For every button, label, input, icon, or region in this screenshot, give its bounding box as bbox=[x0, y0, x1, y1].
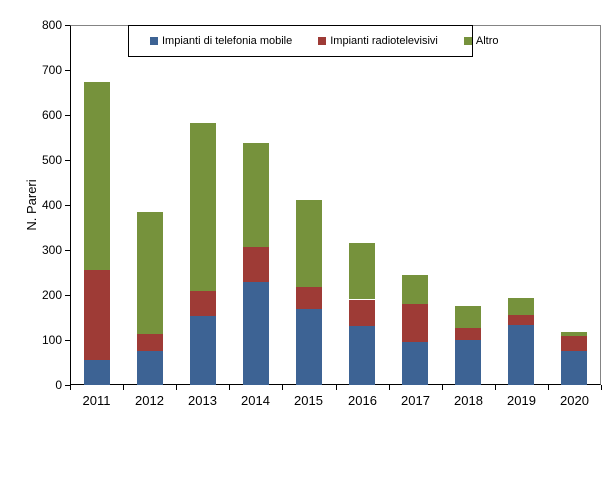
x-axis-tick-mark bbox=[282, 385, 283, 390]
bar-segment-2014-1 bbox=[243, 247, 269, 282]
x-axis-label-2015: 2015 bbox=[294, 393, 323, 408]
x-axis-tick-mark bbox=[123, 385, 124, 390]
bar-segment-2014-0 bbox=[243, 282, 269, 385]
legend-item-1: Impianti radiotelevisivi bbox=[318, 35, 438, 47]
legend-label: Impianti radiotelevisivi bbox=[330, 35, 438, 47]
y-axis-tick-label: 400 bbox=[41, 198, 62, 212]
x-axis-label-2018: 2018 bbox=[454, 393, 483, 408]
y-axis-tick-mark bbox=[65, 70, 70, 71]
y-axis-tick-label: 600 bbox=[41, 108, 62, 122]
bar-segment-2011-2 bbox=[84, 82, 110, 270]
x-axis-tick-mark bbox=[176, 385, 177, 390]
y-axis-tick-mark bbox=[65, 25, 70, 26]
y-axis-tick-mark bbox=[65, 160, 70, 161]
bar-segment-2018-2 bbox=[455, 306, 481, 328]
x-axis-label-2012: 2012 bbox=[135, 393, 164, 408]
legend-item-0: Impianti di telefonia mobile bbox=[150, 35, 292, 47]
y-axis-tick-mark bbox=[65, 205, 70, 206]
bar-segment-2019-2 bbox=[508, 298, 534, 315]
x-axis-label-2019: 2019 bbox=[507, 393, 536, 408]
x-axis-tick-mark bbox=[548, 385, 549, 390]
x-axis-tick-mark bbox=[70, 385, 71, 390]
x-axis-tick-mark bbox=[442, 385, 443, 390]
bar-segment-2013-0 bbox=[190, 315, 216, 385]
legend-label: Altro bbox=[475, 35, 499, 47]
bar-segment-2017-0 bbox=[402, 342, 428, 385]
x-axis-tick-mark bbox=[495, 385, 496, 390]
y-axis-tick-label: 300 bbox=[41, 243, 62, 257]
x-axis-label-2016: 2016 bbox=[348, 393, 377, 408]
y-axis-title: N. Pareri bbox=[24, 179, 40, 231]
x-axis-tick-mark bbox=[389, 385, 390, 390]
bar-segment-2016-1 bbox=[349, 300, 375, 326]
bar-segment-2016-2 bbox=[349, 243, 375, 299]
bar-segment-2020-2 bbox=[561, 332, 587, 336]
bar-segment-2018-0 bbox=[455, 340, 481, 385]
bar-segment-2011-1 bbox=[84, 269, 110, 360]
y-axis-tick-mark bbox=[65, 250, 70, 251]
legend-marker-icon bbox=[150, 37, 158, 45]
x-axis-label-2020: 2020 bbox=[560, 393, 589, 408]
x-axis-tick-mark bbox=[601, 385, 602, 390]
bar-segment-2020-0 bbox=[561, 350, 587, 385]
y-axis-tick-label: 0 bbox=[55, 378, 62, 392]
bar-segment-2016-0 bbox=[349, 325, 375, 385]
legend-marker-icon bbox=[463, 37, 472, 45]
bar-segment-2013-1 bbox=[190, 291, 216, 316]
bar-segment-2012-0 bbox=[137, 351, 163, 385]
y-axis-tick-label: 700 bbox=[41, 63, 62, 77]
x-axis-label-2013: 2013 bbox=[188, 393, 217, 408]
y-axis-tick-mark bbox=[65, 115, 70, 116]
y-axis-tick-label: 100 bbox=[41, 333, 62, 347]
legend-label: Impianti di telefonia mobile bbox=[162, 35, 293, 47]
y-axis-tick-label: 800 bbox=[41, 18, 62, 32]
legend-item-2: Altro bbox=[463, 35, 499, 47]
bar-segment-2015-1 bbox=[296, 286, 322, 309]
bar-segment-2013-2 bbox=[190, 123, 216, 291]
x-axis-tick-mark bbox=[336, 385, 337, 390]
legend: Impianti di telefonia mobile Impianti rad… bbox=[128, 25, 498, 57]
bar-segment-2018-1 bbox=[455, 328, 481, 340]
y-axis-tick-label: 200 bbox=[41, 288, 62, 302]
bar-segment-2014-2 bbox=[243, 143, 269, 247]
legend-marker-icon bbox=[318, 37, 327, 45]
y-axis-tick-label: 500 bbox=[41, 153, 62, 167]
x-axis-tick-mark bbox=[229, 385, 230, 390]
x-axis-label-2011: 2011 bbox=[82, 393, 111, 408]
bar-segment-2015-2 bbox=[296, 200, 322, 287]
bar-segment-2011-0 bbox=[84, 360, 110, 385]
y-axis-tick-mark bbox=[65, 340, 70, 341]
y-axis-tick-mark bbox=[65, 385, 70, 386]
bar-segment-2015-0 bbox=[296, 309, 322, 385]
x-axis-label-2014: 2014 bbox=[241, 393, 270, 408]
y-axis-tick-mark bbox=[65, 295, 70, 296]
bar-segment-2017-2 bbox=[402, 275, 428, 304]
bar-segment-2020-1 bbox=[561, 336, 587, 351]
bar-segment-2019-0 bbox=[508, 325, 534, 385]
x-axis-label-2017: 2017 bbox=[401, 393, 430, 408]
bar-segment-2017-1 bbox=[402, 304, 428, 342]
bar-segment-2012-2 bbox=[137, 212, 163, 334]
bar-segment-2012-1 bbox=[137, 334, 163, 351]
bar-segment-2019-1 bbox=[508, 315, 534, 325]
